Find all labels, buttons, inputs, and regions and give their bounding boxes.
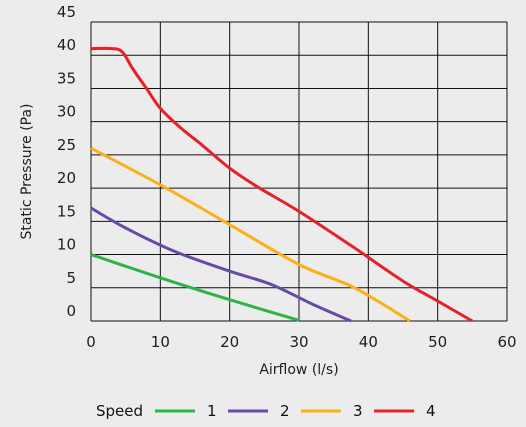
x-tick-label: 60 — [497, 333, 516, 351]
y-tick-label: 30 — [57, 103, 76, 121]
grid-lines — [90, 21, 508, 322]
legend: Speed 1 2 3 4 — [96, 402, 436, 420]
x-tick-label: 0 — [86, 333, 96, 351]
legend-label-speed-2: 2 — [280, 402, 290, 420]
legend-label-speed-4: 4 — [426, 402, 436, 420]
y-tick-label: 25 — [57, 136, 76, 154]
y-tick-label: 0 — [66, 302, 76, 320]
x-tick-label: 30 — [289, 333, 308, 351]
series-line-speed-2 — [90, 206, 352, 323]
y-tick-label: 45 — [57, 3, 76, 21]
legend-label-speed-1: 1 — [207, 402, 217, 420]
x-tick-label: 40 — [359, 333, 378, 351]
y-tick-label: 15 — [57, 202, 76, 220]
y-tick-label: 5 — [66, 269, 76, 287]
series-lines — [90, 46, 474, 323]
x-axis-title: Airflow (l/s) — [259, 362, 338, 378]
tick-labels: 0 10 20 30 40 50 60 0 5 10 15 20 25 30 35 40 45 — [57, 3, 517, 351]
y-tick-label: 10 — [57, 236, 76, 254]
series-line-speed-3 — [90, 146, 411, 323]
x-tick-label: 20 — [220, 333, 239, 351]
y-axis-title: Static Pressure (Pa) — [19, 103, 35, 239]
x-tick-label: 10 — [151, 333, 170, 351]
x-tick-label: 50 — [428, 333, 447, 351]
legend-title: Speed — [96, 402, 143, 420]
y-tick-label: 20 — [57, 169, 76, 187]
y-tick-label: 40 — [57, 36, 76, 54]
series-line-speed-4 — [90, 46, 474, 323]
legend-label-speed-3: 3 — [353, 402, 363, 420]
series-line-speed-1 — [90, 253, 300, 322]
y-tick-label: 35 — [57, 69, 76, 87]
